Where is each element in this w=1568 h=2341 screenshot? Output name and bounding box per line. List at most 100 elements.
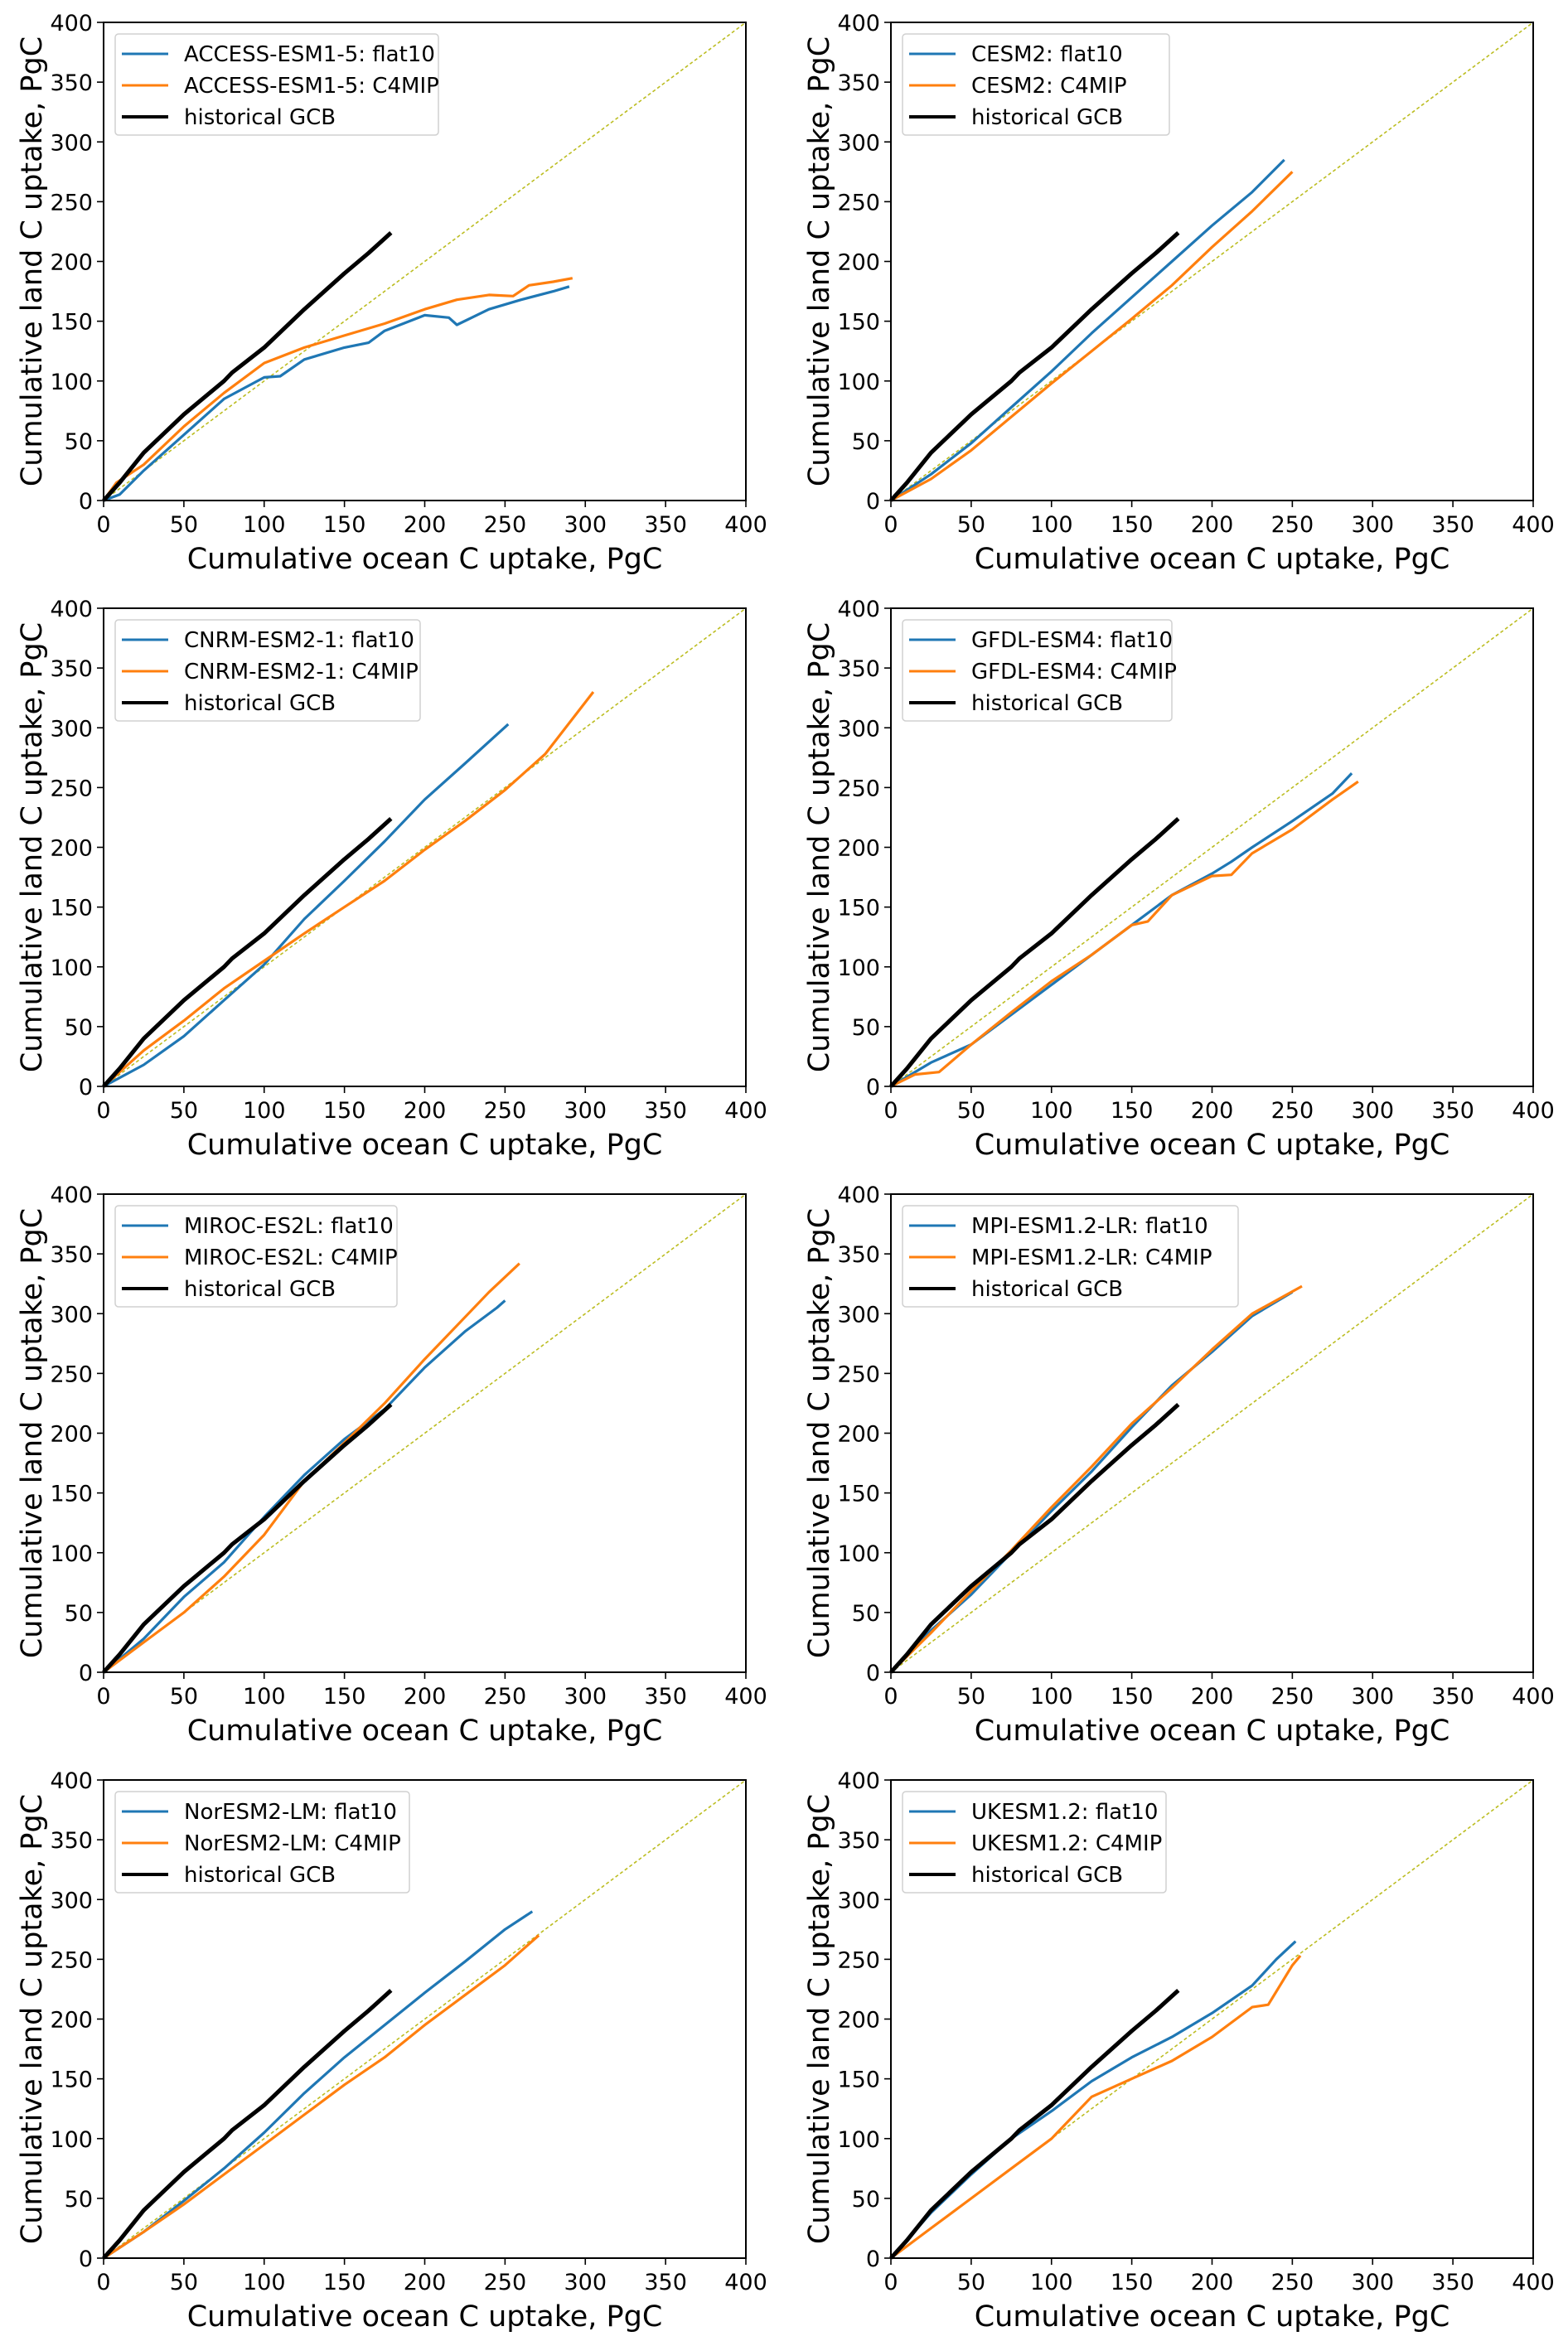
y-tick-label: 100 — [837, 2127, 880, 2153]
y-tick-label: 400 — [50, 11, 93, 36]
panel-8: 0 50 100 150 200 250 300 350 400 0 50 100 150 200 250 3… — [803, 1768, 1555, 2334]
x-tick-label: 200 — [1191, 512, 1234, 538]
y-tick-label: 50 — [852, 429, 880, 455]
legend-box — [114, 33, 439, 136]
series-line-historical — [102, 231, 393, 502]
x-tick-label: 150 — [1111, 1684, 1154, 1710]
legend-label: GFDL-ESM4: C4MIP — [971, 660, 1177, 684]
y-tick-label: 350 — [837, 656, 880, 682]
y-tick-label: 300 — [837, 1888, 880, 1913]
x-tick-label: 250 — [484, 512, 527, 538]
y-tick-label: 100 — [837, 370, 880, 395]
y-tick-label: 100 — [837, 1541, 880, 1567]
x-tick-label: 150 — [323, 1098, 366, 1124]
x-tick-label: 100 — [1030, 1684, 1073, 1710]
legend: ACCESS-ESM1-5: flat10 ACCESS-ESM1-5: C4MI… — [114, 33, 439, 136]
legend-label: UKESM1.2: C4MIP — [971, 1831, 1162, 1856]
legend-box — [902, 619, 1173, 722]
x-tick-label: 350 — [1431, 2270, 1474, 2295]
y-tick-label: 400 — [837, 11, 880, 36]
y-tick-label: 300 — [50, 716, 93, 742]
legend-label: MPI-ESM1.2-LR: flat10 — [971, 1214, 1208, 1239]
y-tick-label: 100 — [837, 955, 880, 981]
series-line-c4mip — [890, 171, 1294, 502]
y-tick-label: 0 — [866, 489, 880, 515]
x-tick-label: 250 — [484, 1098, 527, 1124]
x-tick-label: 350 — [644, 512, 687, 538]
y-axis-label: Cumulative land C uptake, PgC — [803, 622, 836, 1072]
x-tick-label: 400 — [1512, 2270, 1555, 2295]
y-tick-label: 100 — [50, 2127, 93, 2153]
x-tick-label: 400 — [724, 2270, 767, 2295]
legend-label: historical GCB — [971, 105, 1123, 130]
y-tick-label: 50 — [852, 1015, 880, 1041]
legend-box — [114, 1205, 398, 1308]
y-tick-label: 150 — [837, 2068, 880, 2093]
y-tick-label: 300 — [837, 716, 880, 742]
x-tick-label: 100 — [1030, 512, 1073, 538]
x-tick-label: 350 — [1431, 1098, 1474, 1124]
x-tick-label: 250 — [484, 1684, 527, 1710]
y-tick-label: 200 — [837, 1422, 880, 1448]
x-tick-label: 150 — [1111, 1098, 1154, 1124]
series-line-flat10 — [890, 158, 1285, 502]
y-tick-label: 400 — [50, 1768, 93, 1794]
series-line-historical — [889, 231, 1180, 502]
legend-label: NorESM2-LM: C4MIP — [184, 1831, 401, 1856]
y-tick-label: 250 — [837, 1362, 880, 1387]
x-tick-label: 0 — [96, 1098, 110, 1124]
x-tick-label: 50 — [170, 2270, 198, 2295]
y-tick-label: 200 — [837, 2008, 880, 2034]
y-tick-label: 350 — [50, 1828, 93, 1854]
y-axis-label: Cumulative land C uptake, PgC — [803, 36, 836, 486]
y-tick-label: 350 — [837, 70, 880, 96]
legend-label: CNRM-ESM2-1: flat10 — [184, 628, 414, 653]
legend-label: historical GCB — [184, 691, 336, 716]
y-tick-label: 250 — [837, 776, 880, 801]
legend-label: GFDL-ESM4: flat10 — [971, 628, 1173, 653]
x-tick-label: 100 — [243, 1684, 286, 1710]
x-tick-label: 250 — [1271, 512, 1314, 538]
legend-label: NorESM2-LM: flat10 — [184, 1800, 397, 1825]
x-tick-label: 300 — [564, 2270, 607, 2295]
x-tick-label: 50 — [957, 1684, 985, 1710]
panel-4: 0 50 100 150 200 250 300 350 400 0 50 100 150 200 250 3… — [803, 597, 1555, 1162]
x-tick-label: 200 — [404, 1098, 447, 1124]
series-line-flat10 — [889, 1940, 1297, 2260]
legend-label: historical GCB — [184, 105, 336, 130]
legend-label: historical GCB — [184, 1277, 336, 1302]
x-tick-label: 0 — [96, 2270, 110, 2295]
y-tick-label: 250 — [837, 1947, 880, 1973]
panel-1: 0 50 100 150 200 250 300 350 400 0 50 100 150 200 250 3… — [16, 11, 767, 576]
x-axis-label: Cumulative ocean C uptake, PgC — [975, 2300, 1450, 2334]
x-tick-label: 100 — [1030, 1098, 1073, 1124]
panel-5: 0 50 100 150 200 250 300 350 400 0 50 100 150 200 250 3… — [16, 1183, 767, 1748]
x-tick-label: 50 — [170, 1098, 198, 1124]
y-tick-label: 0 — [866, 1661, 880, 1686]
y-tick-label: 150 — [837, 896, 880, 921]
x-tick-label: 50 — [170, 1684, 198, 1710]
panel-3: 0 50 100 150 200 250 300 350 400 0 50 100 150 200 250 3… — [16, 597, 767, 1162]
x-tick-label: 400 — [1512, 512, 1555, 538]
series-line-historical — [889, 1403, 1180, 1674]
x-tick-label: 250 — [1271, 2270, 1314, 2295]
x-axis-label: Cumulative ocean C uptake, PgC — [187, 1129, 663, 1162]
legend-label: MIROC-ES2L: flat10 — [184, 1214, 394, 1239]
y-tick-label: 300 — [50, 1302, 93, 1328]
legend: UKESM1.2: flat10 UKESM1.2: C4MIP historica… — [902, 1791, 1167, 1894]
y-tick-label: 400 — [837, 1768, 880, 1794]
x-axis-label: Cumulative ocean C uptake, PgC — [975, 1715, 1450, 1748]
y-tick-label: 0 — [79, 489, 93, 515]
x-tick-label: 100 — [243, 1098, 286, 1124]
series-line-flat10 — [103, 285, 570, 502]
x-tick-label: 150 — [323, 512, 366, 538]
series-line-c4mip — [889, 1284, 1303, 1674]
y-tick-label: 0 — [866, 1075, 880, 1100]
x-tick-label: 0 — [883, 1098, 898, 1124]
legend-label: historical GCB — [184, 1863, 336, 1888]
y-tick-label: 100 — [50, 955, 93, 981]
legend-box — [902, 1205, 1239, 1308]
y-tick-label: 150 — [50, 310, 93, 336]
y-tick-label: 350 — [50, 70, 93, 96]
